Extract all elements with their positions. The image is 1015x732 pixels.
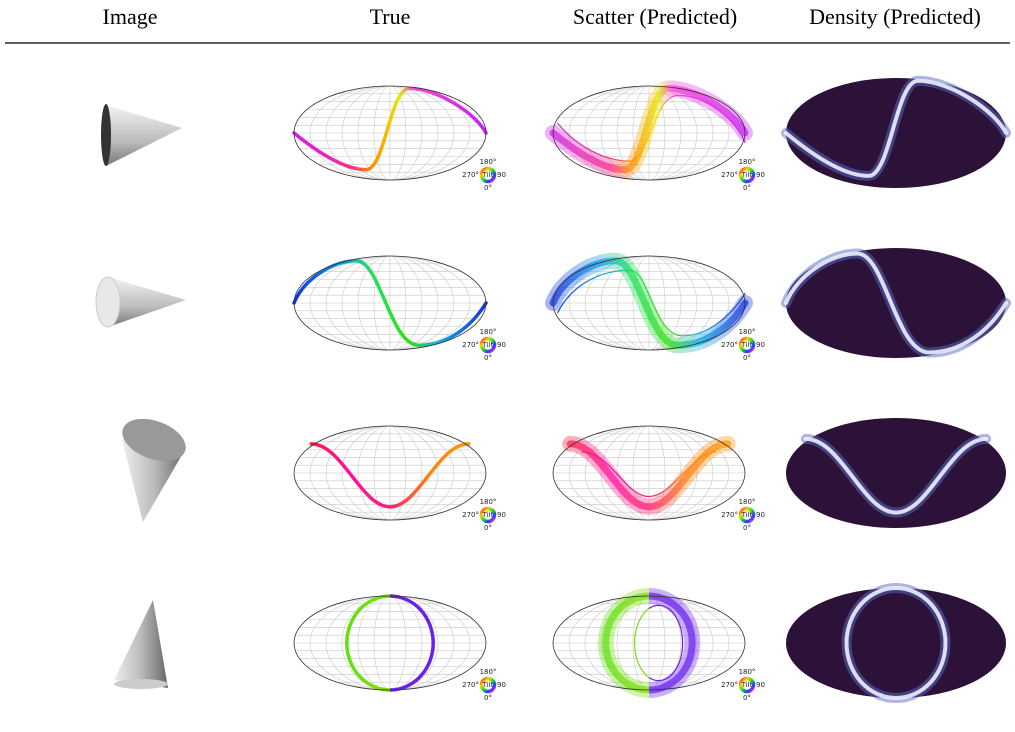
legend-label: 90 <box>497 171 506 179</box>
legend-label: 0° <box>743 354 751 362</box>
column-header: Image <box>103 4 158 29</box>
legend-label: Tilt <box>482 681 494 689</box>
legend-label: 0° <box>743 694 751 702</box>
mollweide-panel <box>294 596 486 690</box>
legend-label: 90 <box>497 511 506 519</box>
legend-label: 90 <box>756 681 765 689</box>
legend-label: Tilt <box>741 341 753 349</box>
mollweide-panel <box>786 418 1006 528</box>
legend-label: 90 <box>497 681 506 689</box>
figure: Image True Scatter (Predicted) Density (… <box>0 0 1015 732</box>
legend-label: 180° <box>480 668 497 676</box>
column-header: Density (Predicted) <box>809 4 981 29</box>
mollweide-panel <box>553 256 745 350</box>
legend-label: Tilt <box>482 341 494 349</box>
legend-label: 180° <box>480 328 497 336</box>
mollweide-panel <box>294 256 486 350</box>
legend-label: 90 <box>756 341 765 349</box>
legend-label: 90 <box>756 511 765 519</box>
legend-label: Tilt <box>741 171 753 179</box>
legend-label: 90 <box>497 341 506 349</box>
legend-label: 0° <box>484 694 492 702</box>
legend-label: 270° <box>721 171 738 179</box>
map-background <box>786 588 1006 698</box>
mollweide-panel <box>294 426 486 520</box>
mollweide-panel <box>553 426 745 520</box>
legend-label: 270° <box>462 681 479 689</box>
legend-label: Tilt <box>741 681 753 689</box>
legend-label: 270° <box>462 511 479 519</box>
page: Image True Scatter (Predicted) Density (… <box>0 0 1015 732</box>
legend-label: 0° <box>484 354 492 362</box>
cone-image <box>96 277 186 327</box>
column-header: True <box>370 4 411 29</box>
mollweide-panel <box>294 86 486 180</box>
cone-image <box>116 411 191 522</box>
legend-label: 180° <box>739 158 756 166</box>
cone-image <box>101 104 182 166</box>
legend-label: 270° <box>462 171 479 179</box>
mollweide-panel <box>786 78 1006 188</box>
legend-label: 270° <box>721 511 738 519</box>
legend-label: 180° <box>739 668 756 676</box>
column-header: Scatter (Predicted) <box>573 4 737 29</box>
legend-label: 180° <box>739 498 756 506</box>
mollweide-panel <box>786 588 1006 698</box>
legend-label: 180° <box>480 498 497 506</box>
legend-label: Tilt <box>482 171 494 179</box>
legend-label: 270° <box>721 681 738 689</box>
legend-label: Tilt <box>482 511 494 519</box>
legend-label: 270° <box>721 341 738 349</box>
legend-label: 0° <box>743 524 751 532</box>
mollweide-panel <box>553 86 745 180</box>
legend-label: 0° <box>484 524 492 532</box>
legend-label: Tilt <box>741 511 753 519</box>
legend-label: 0° <box>743 184 751 192</box>
legend-label: 0° <box>484 184 492 192</box>
legend-label: 180° <box>739 328 756 336</box>
cone-image <box>114 600 168 689</box>
legend-label: 180° <box>480 158 497 166</box>
mollweide-panel <box>786 248 1006 358</box>
legend-label: 270° <box>462 341 479 349</box>
legend-label: 90 <box>756 171 765 179</box>
mollweide-panel <box>553 596 745 690</box>
